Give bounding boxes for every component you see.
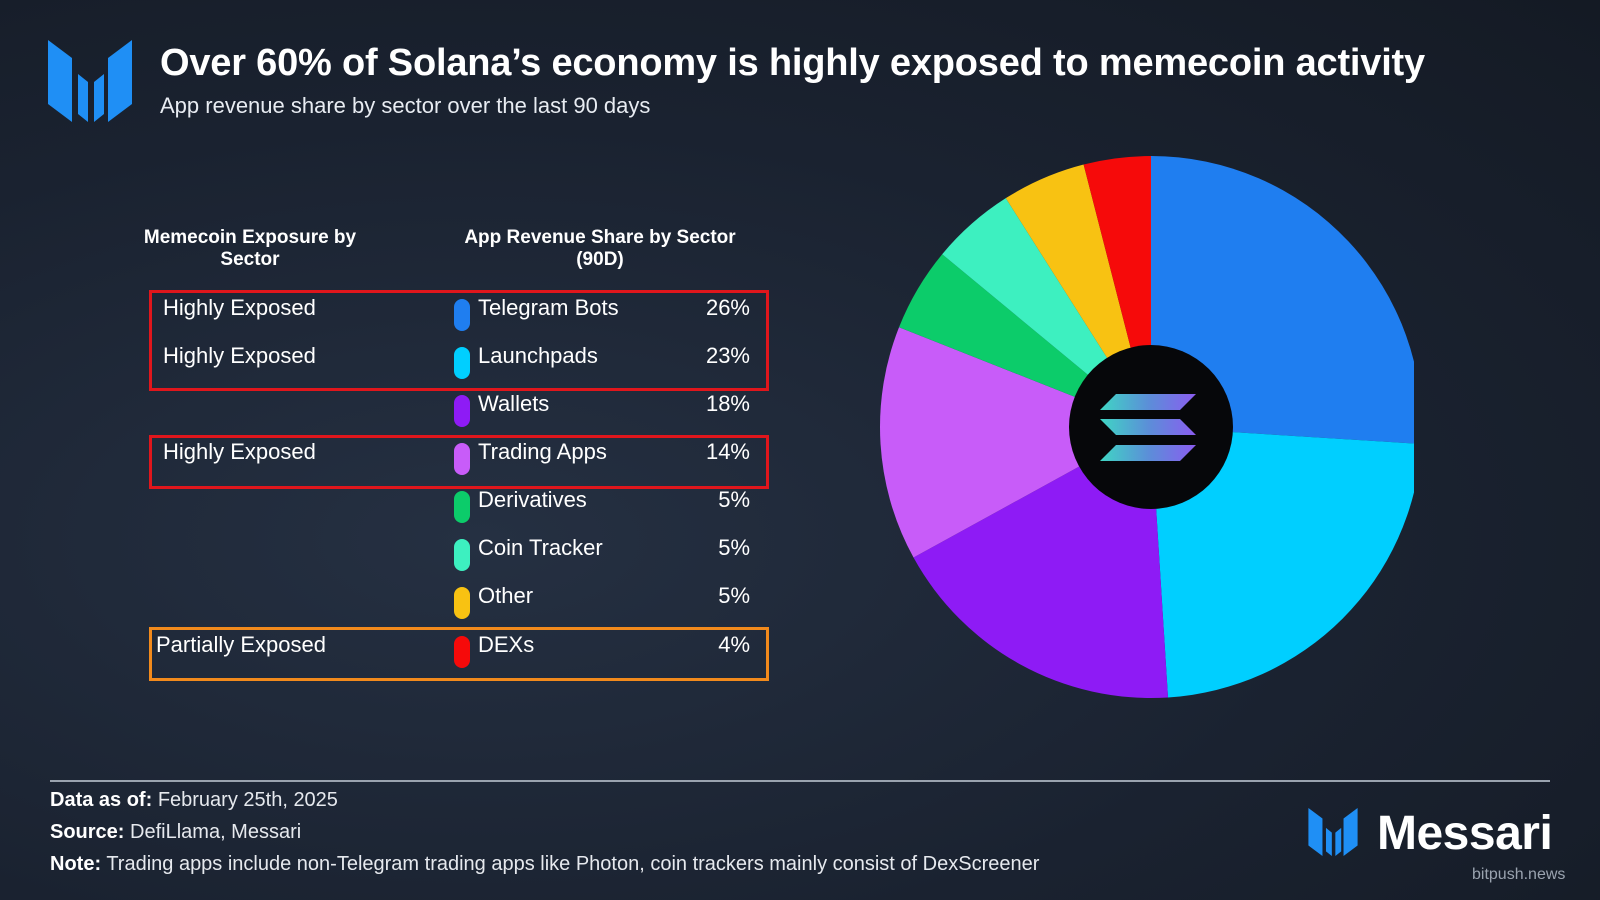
footer-source-value: DefiLlama, Messari (130, 821, 302, 843)
column-header-revenue: App Revenue Share by Sector (90D) (464, 227, 736, 270)
legend-swatch (454, 491, 470, 523)
sector-name: Launchpads (478, 343, 598, 368)
pie-slice-launchpads (1151, 427, 1414, 698)
exposure-label: Highly Exposed (163, 343, 316, 368)
sector-name: Other (478, 583, 534, 608)
solana-logo-icon (1100, 394, 1196, 461)
sector-name: Telegram Bots (478, 295, 619, 320)
footer-note-value: Trading apps include non-Telegram tradin… (106, 853, 1040, 875)
sector-percent: 14% (705, 439, 750, 464)
footer-date-value: February 25th, 2025 (157, 789, 338, 811)
page-title: Over 60% of Solana’s economy is highly e… (160, 42, 1425, 84)
page-subtitle: App revenue share by sector over the las… (160, 93, 651, 118)
legend-swatch (454, 347, 470, 379)
legend-swatch (454, 636, 470, 668)
table-row: Derivatives 5% (150, 482, 760, 523)
sector-name: Wallets (478, 391, 550, 416)
sector-percent: 23% (705, 343, 750, 368)
messari-brand-logo-icon (1308, 808, 1358, 856)
footer-date-label: Data as of: (50, 789, 153, 811)
highly-exposed-highlight-box (149, 290, 769, 391)
sector-name: Trading Apps (478, 439, 607, 464)
sector-percent: 26% (705, 295, 750, 320)
table-row: Highly Exposed Trading Apps 14% (150, 434, 760, 475)
pie-slice-trading-apps (880, 327, 1151, 558)
sector-percent: 18% (705, 391, 750, 416)
footer-source: Source: DefiLlama, Messari (50, 821, 301, 844)
sector-name: Derivatives (478, 487, 587, 512)
column-header-exposure: Memecoin Exposure by Sector (143, 227, 357, 270)
revenue-pie-chart (880, 156, 1414, 699)
legend-swatch (454, 587, 470, 619)
watermark-text: bitpush.news (1472, 866, 1566, 883)
legend-swatch (454, 299, 470, 331)
sector-percent: 5% (718, 535, 750, 560)
sector-percent: 4% (718, 632, 750, 657)
footer-note-label: Note: (50, 853, 102, 875)
sector-percent: 5% (718, 583, 750, 608)
legend-swatch (454, 539, 470, 571)
messari-wordmark: Messari (1377, 807, 1553, 860)
table-row: Partially Exposed DEXs 4% (150, 627, 760, 668)
table-row: Coin Tracker 5% (150, 530, 760, 571)
table-row: Highly Exposed Launchpads 23% (150, 338, 760, 379)
table-row: Highly Exposed Telegram Bots 26% (150, 290, 760, 331)
footer-note: Note: Trading apps include non-Telegram … (50, 853, 1039, 876)
messari-logo-icon (48, 40, 132, 122)
footer-divider (50, 780, 1550, 782)
footer-source-label: Source: (50, 821, 125, 843)
exposure-label: Partially Exposed (156, 632, 326, 657)
footer-date: Data as of: February 25th, 2025 (50, 789, 338, 812)
exposure-label: Highly Exposed (163, 439, 316, 464)
sector-name: DEXs (478, 632, 535, 657)
table-row: Other 5% (150, 578, 760, 619)
legend-swatch (454, 395, 470, 427)
table-row: Wallets 18% (150, 386, 760, 427)
exposure-label: Highly Exposed (163, 295, 316, 320)
partially-exposed-highlight-box (149, 627, 769, 681)
pie-slice-telegram-bots (1151, 156, 1414, 444)
pie-slice-wallets (913, 427, 1169, 699)
legend-swatch (454, 443, 470, 475)
sector-percent: 5% (718, 487, 750, 512)
sector-name: Coin Tracker (478, 535, 603, 560)
highly-exposed-highlight-box (149, 435, 769, 489)
